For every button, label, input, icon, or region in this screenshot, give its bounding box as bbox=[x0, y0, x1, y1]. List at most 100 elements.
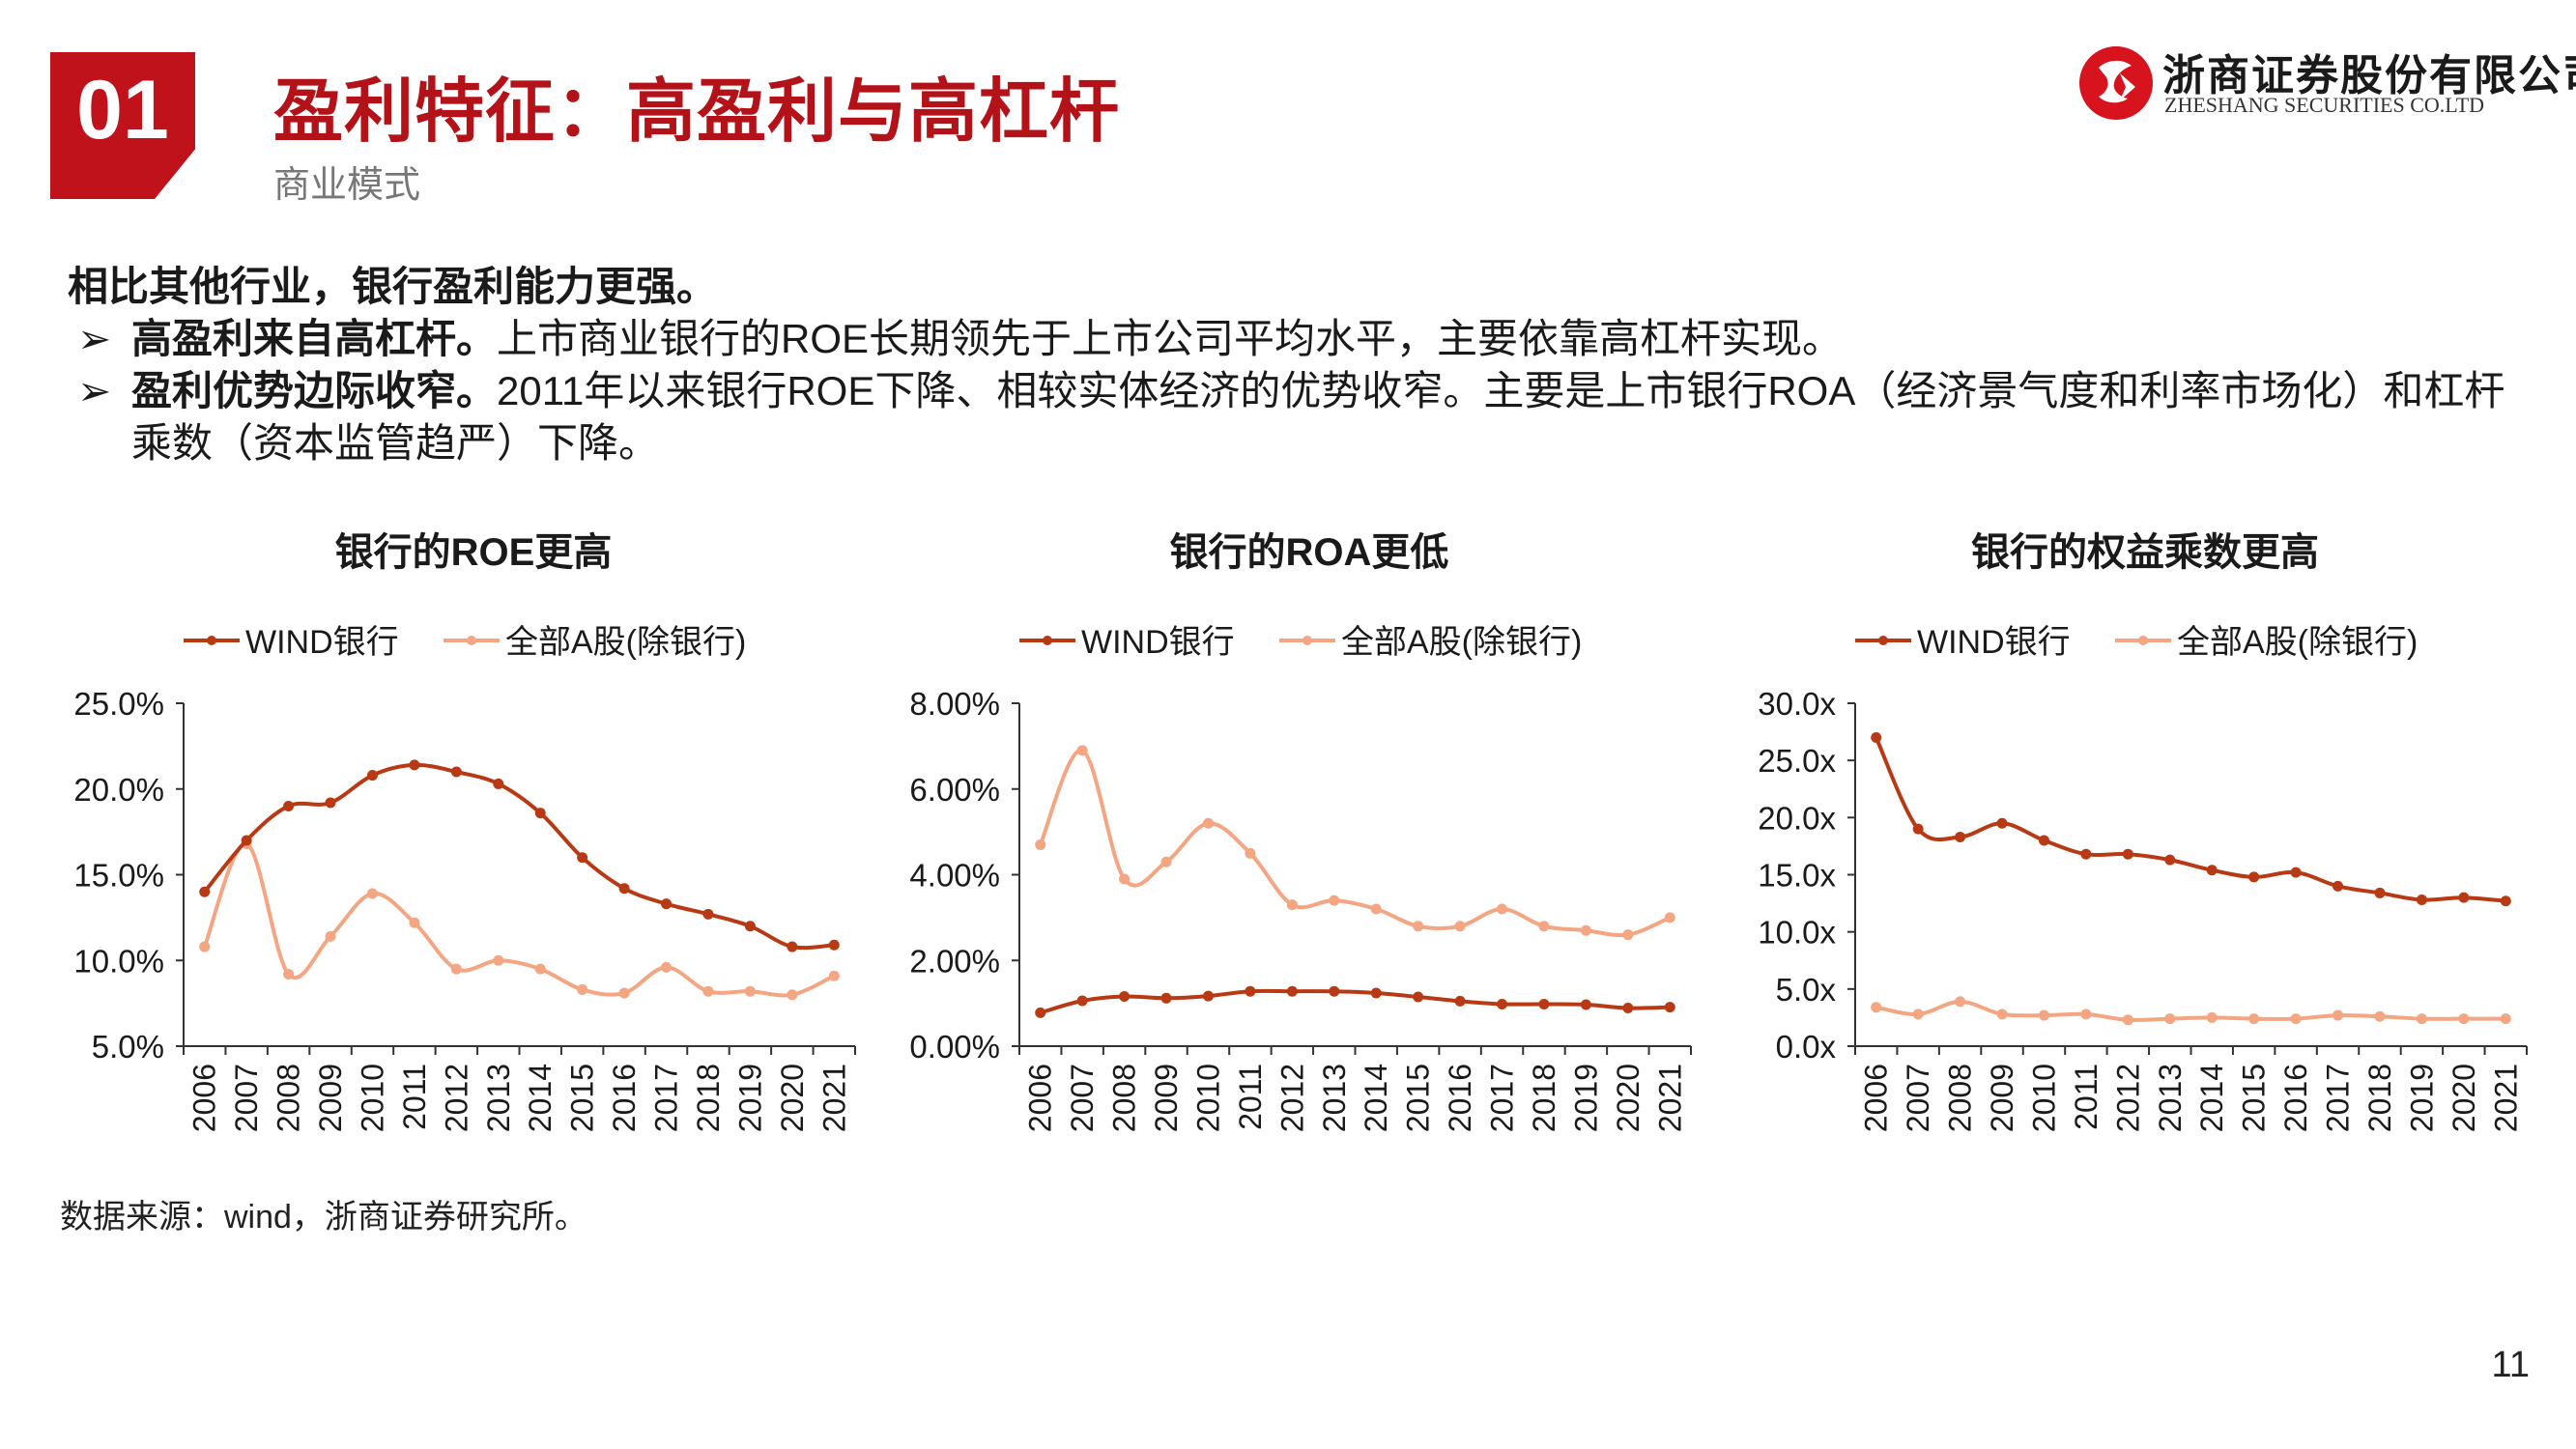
x-tick-label: 2019 bbox=[2404, 1064, 2439, 1132]
x-tick-label: 2014 bbox=[2194, 1064, 2229, 1132]
bullet-text: 2011年以来银行ROE下降、相较实体经济的优势收窄。主要是上市银行ROA（经济… bbox=[131, 368, 2505, 466]
data-point bbox=[661, 961, 673, 973]
data-point bbox=[2333, 880, 2344, 892]
data-point bbox=[2333, 1009, 2344, 1021]
logo-name-cn: 浙商证券股份有限公司 bbox=[2162, 52, 2576, 99]
data-point bbox=[2290, 867, 2302, 878]
series-line bbox=[1038, 748, 1672, 938]
bullet-item: ➢ 盈利优势边际收窄。2011年以来银行ROE下降、相较实体经济的优势收窄。主要… bbox=[68, 365, 2541, 469]
intro-section: 相比其他行业，银行盈利能力更强。 ➢ 高盈利来自高杠杆。上市商业银行的ROE长期… bbox=[68, 261, 2541, 469]
data-point bbox=[828, 939, 840, 951]
x-tick-label: 2021 bbox=[816, 1064, 851, 1132]
data-point bbox=[1871, 732, 1882, 743]
data-point bbox=[493, 954, 504, 966]
data-point bbox=[2164, 854, 2176, 866]
x-tick-label: 2020 bbox=[2447, 1064, 2481, 1132]
legend-marker bbox=[1878, 636, 1888, 645]
x-tick-label: 2021 bbox=[2488, 1064, 2523, 1132]
legend-item: WIND银行 bbox=[1855, 624, 2071, 661]
data-point bbox=[787, 989, 798, 1001]
x-tick-label: 2006 bbox=[1859, 1064, 1894, 1132]
data-point bbox=[1370, 987, 1382, 999]
legend-item: WIND银行 bbox=[184, 624, 399, 661]
y-tick-label: 20.0x bbox=[1758, 800, 1836, 836]
roa-chart: 银行的ROA更低 WIND银行 全部A股(除银行) 0.00% 2.00% 4.00% 6.… bbox=[865, 522, 1705, 1179]
y-tick-label: 5.0x bbox=[1776, 972, 1837, 1008]
x-tick-label: 2018 bbox=[1527, 1064, 1561, 1132]
logo-mark-icon bbox=[2079, 46, 2153, 120]
data-point bbox=[702, 985, 714, 997]
data-point bbox=[1871, 1002, 1882, 1013]
x-tick-label: 2012 bbox=[2110, 1064, 2145, 1132]
series-line bbox=[202, 841, 836, 998]
y-tick-label: 25.0x bbox=[1758, 743, 1836, 779]
data-point bbox=[1370, 903, 1382, 915]
series-line bbox=[1040, 988, 1671, 1015]
data-point bbox=[1245, 985, 1256, 997]
data-point bbox=[1664, 912, 1675, 923]
legend-marker bbox=[2138, 636, 2148, 645]
x-tick-label: 2017 bbox=[649, 1064, 684, 1132]
x-tick-label: 2021 bbox=[1652, 1064, 1687, 1132]
data-point bbox=[2080, 848, 2092, 860]
data-point bbox=[325, 797, 336, 809]
data-point bbox=[2374, 887, 2386, 898]
data-point bbox=[2248, 1013, 2260, 1025]
data-point bbox=[577, 983, 588, 995]
data-point bbox=[1286, 899, 1298, 911]
roe-chart: 银行的ROE更高 WIND银行 全部A股(除银行) 5.0% 10.0% 15.0% 20.… bbox=[29, 522, 870, 1179]
x-tick-label: 2007 bbox=[229, 1064, 264, 1132]
legend-item: 全部A股(除银行) bbox=[2115, 624, 2418, 661]
y-tick-label: 25.0% bbox=[73, 686, 164, 722]
data-point bbox=[2206, 865, 2218, 876]
data-point bbox=[744, 985, 756, 997]
data-point bbox=[1996, 817, 2008, 829]
data-point bbox=[283, 968, 295, 980]
data-point bbox=[409, 917, 420, 928]
x-tick-label: 2018 bbox=[2362, 1064, 2397, 1132]
legend-label: 全部A股(除银行) bbox=[505, 624, 746, 661]
x-tick-label: 2014 bbox=[1359, 1064, 1393, 1132]
data-point bbox=[1413, 991, 1424, 1003]
data-point bbox=[787, 941, 798, 952]
y-tick-label: 8.00% bbox=[909, 686, 1000, 722]
chart-title: 银行的ROA更低 bbox=[1170, 531, 1449, 574]
x-tick-label: 2009 bbox=[313, 1064, 348, 1132]
data-point bbox=[1329, 985, 1340, 997]
x-tick-label: 2016 bbox=[2278, 1064, 2313, 1132]
data-point bbox=[199, 886, 211, 897]
legend-label: WIND银行 bbox=[245, 624, 399, 661]
data-point bbox=[1202, 990, 1214, 1002]
bullet-bold-text: 盈利优势边际收窄。 bbox=[131, 368, 498, 413]
data-point bbox=[2122, 848, 2133, 860]
x-tick-label: 2008 bbox=[272, 1064, 306, 1132]
data-point bbox=[1580, 924, 1591, 936]
legend-item: WIND银行 bbox=[1019, 624, 1235, 661]
legend-marker bbox=[1043, 636, 1052, 645]
x-tick-label: 2015 bbox=[565, 1064, 600, 1132]
data-point bbox=[2416, 1013, 2427, 1025]
data-point bbox=[2374, 1010, 2386, 1022]
x-tick-label: 2019 bbox=[732, 1064, 767, 1132]
x-tick-label: 2007 bbox=[1065, 1064, 1100, 1132]
data-point bbox=[2080, 1009, 2092, 1020]
data-point bbox=[2416, 895, 2427, 906]
data-point bbox=[1912, 823, 1924, 835]
data-point bbox=[1286, 985, 1298, 997]
data-point bbox=[1160, 992, 1172, 1004]
legend-item: 全部A股(除银行) bbox=[1279, 624, 1582, 661]
data-point bbox=[1035, 1007, 1046, 1018]
logo-name-en: ZHESHANG SECURITIES CO.LTD bbox=[2164, 93, 2485, 117]
data-point bbox=[1955, 831, 1966, 842]
y-tick-label: 0.0x bbox=[1776, 1029, 1837, 1065]
x-tick-label: 2010 bbox=[2026, 1064, 2061, 1132]
chart-title: 银行的权益乘数更高 bbox=[1971, 531, 2319, 574]
data-point bbox=[1955, 996, 1966, 1008]
data-point bbox=[409, 759, 420, 771]
x-tick-label: 2012 bbox=[439, 1064, 473, 1132]
data-point bbox=[1454, 995, 1466, 1007]
data-point bbox=[1996, 1009, 2008, 1020]
data-point bbox=[744, 921, 756, 932]
x-tick-label: 2013 bbox=[481, 1064, 516, 1132]
y-tick-label: 15.0x bbox=[1758, 858, 1836, 894]
